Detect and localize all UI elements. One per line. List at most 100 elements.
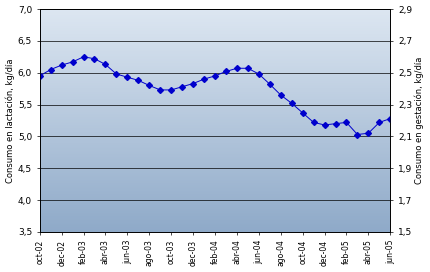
Bar [40,153,390,154]
Bar [40,57,390,58]
Bar [40,63,390,64]
Bar [40,18,390,19]
Bar [40,141,390,142]
Bar [40,127,390,128]
Bar [40,155,390,156]
Bar [40,152,390,153]
Bar [40,224,390,225]
Bar [40,36,390,37]
Bar [40,132,390,133]
Bar [40,64,390,65]
Bar [40,80,390,82]
Bar [40,173,390,174]
Bar [40,14,390,15]
Bar [40,99,390,100]
Bar [40,93,390,94]
Bar [40,73,390,74]
Bar [40,226,390,227]
Bar [40,138,390,140]
Bar [40,122,390,123]
Bar [40,162,390,163]
Bar [40,48,390,49]
Bar [40,199,390,200]
Bar [40,228,390,230]
Bar [40,78,390,79]
Bar [40,59,390,60]
Bar [40,84,390,85]
Bar [40,116,390,117]
Bar [40,120,390,122]
Bar [40,222,390,223]
Bar [40,31,390,32]
Bar [40,61,390,63]
Bar [40,75,390,76]
Y-axis label: Consumo en lactación, kg/día: Consumo en lactación, kg/día [6,58,15,183]
Bar [40,194,390,195]
Bar [40,113,390,114]
Bar [40,96,390,97]
Bar [40,106,390,107]
Bar [40,210,390,211]
Bar [40,160,390,162]
Bar [40,55,390,56]
Bar [40,103,390,104]
Bar [40,10,390,11]
Bar [40,144,390,145]
Bar [40,94,390,95]
Bar [40,201,390,202]
Bar [40,30,390,31]
Bar [40,203,390,204]
Bar [40,227,390,228]
Bar [40,137,390,138]
Bar [40,58,390,59]
Bar [40,117,390,118]
Bar [40,60,390,61]
Bar [40,146,390,147]
Bar [40,74,390,75]
Bar [40,17,390,18]
Bar [40,90,390,91]
Bar [40,49,390,50]
Bar [40,13,390,14]
Bar [40,77,390,78]
Bar [40,158,390,159]
Bar [40,230,390,231]
Bar [40,56,390,57]
Bar [40,42,390,44]
Bar [40,101,390,103]
Bar [40,44,390,45]
Bar [40,54,390,55]
Bar [40,85,390,86]
Bar [40,97,390,98]
Bar [40,105,390,106]
Bar [40,159,390,160]
Bar [40,133,390,134]
Bar [40,107,390,108]
Bar [40,211,390,212]
Bar [40,196,390,197]
Bar [40,151,390,152]
Y-axis label: Consumo en gestación, kg/día: Consumo en gestación, kg/día [415,57,424,184]
Bar [40,231,390,232]
Bar [40,140,390,141]
Bar [40,20,390,21]
Bar [40,145,390,146]
Bar [40,118,390,119]
Bar [40,38,390,39]
Bar [40,202,390,203]
Bar [40,214,390,215]
Bar [40,39,390,40]
Bar [40,172,390,173]
Bar [40,89,390,90]
Bar [40,47,390,48]
Bar [40,124,390,125]
Bar [40,167,390,168]
Bar [40,131,390,132]
Bar [40,187,390,188]
Bar [40,35,390,36]
Bar [40,208,390,209]
Bar [40,70,390,72]
Bar [40,16,390,17]
Bar [40,100,390,101]
Bar [40,217,390,219]
